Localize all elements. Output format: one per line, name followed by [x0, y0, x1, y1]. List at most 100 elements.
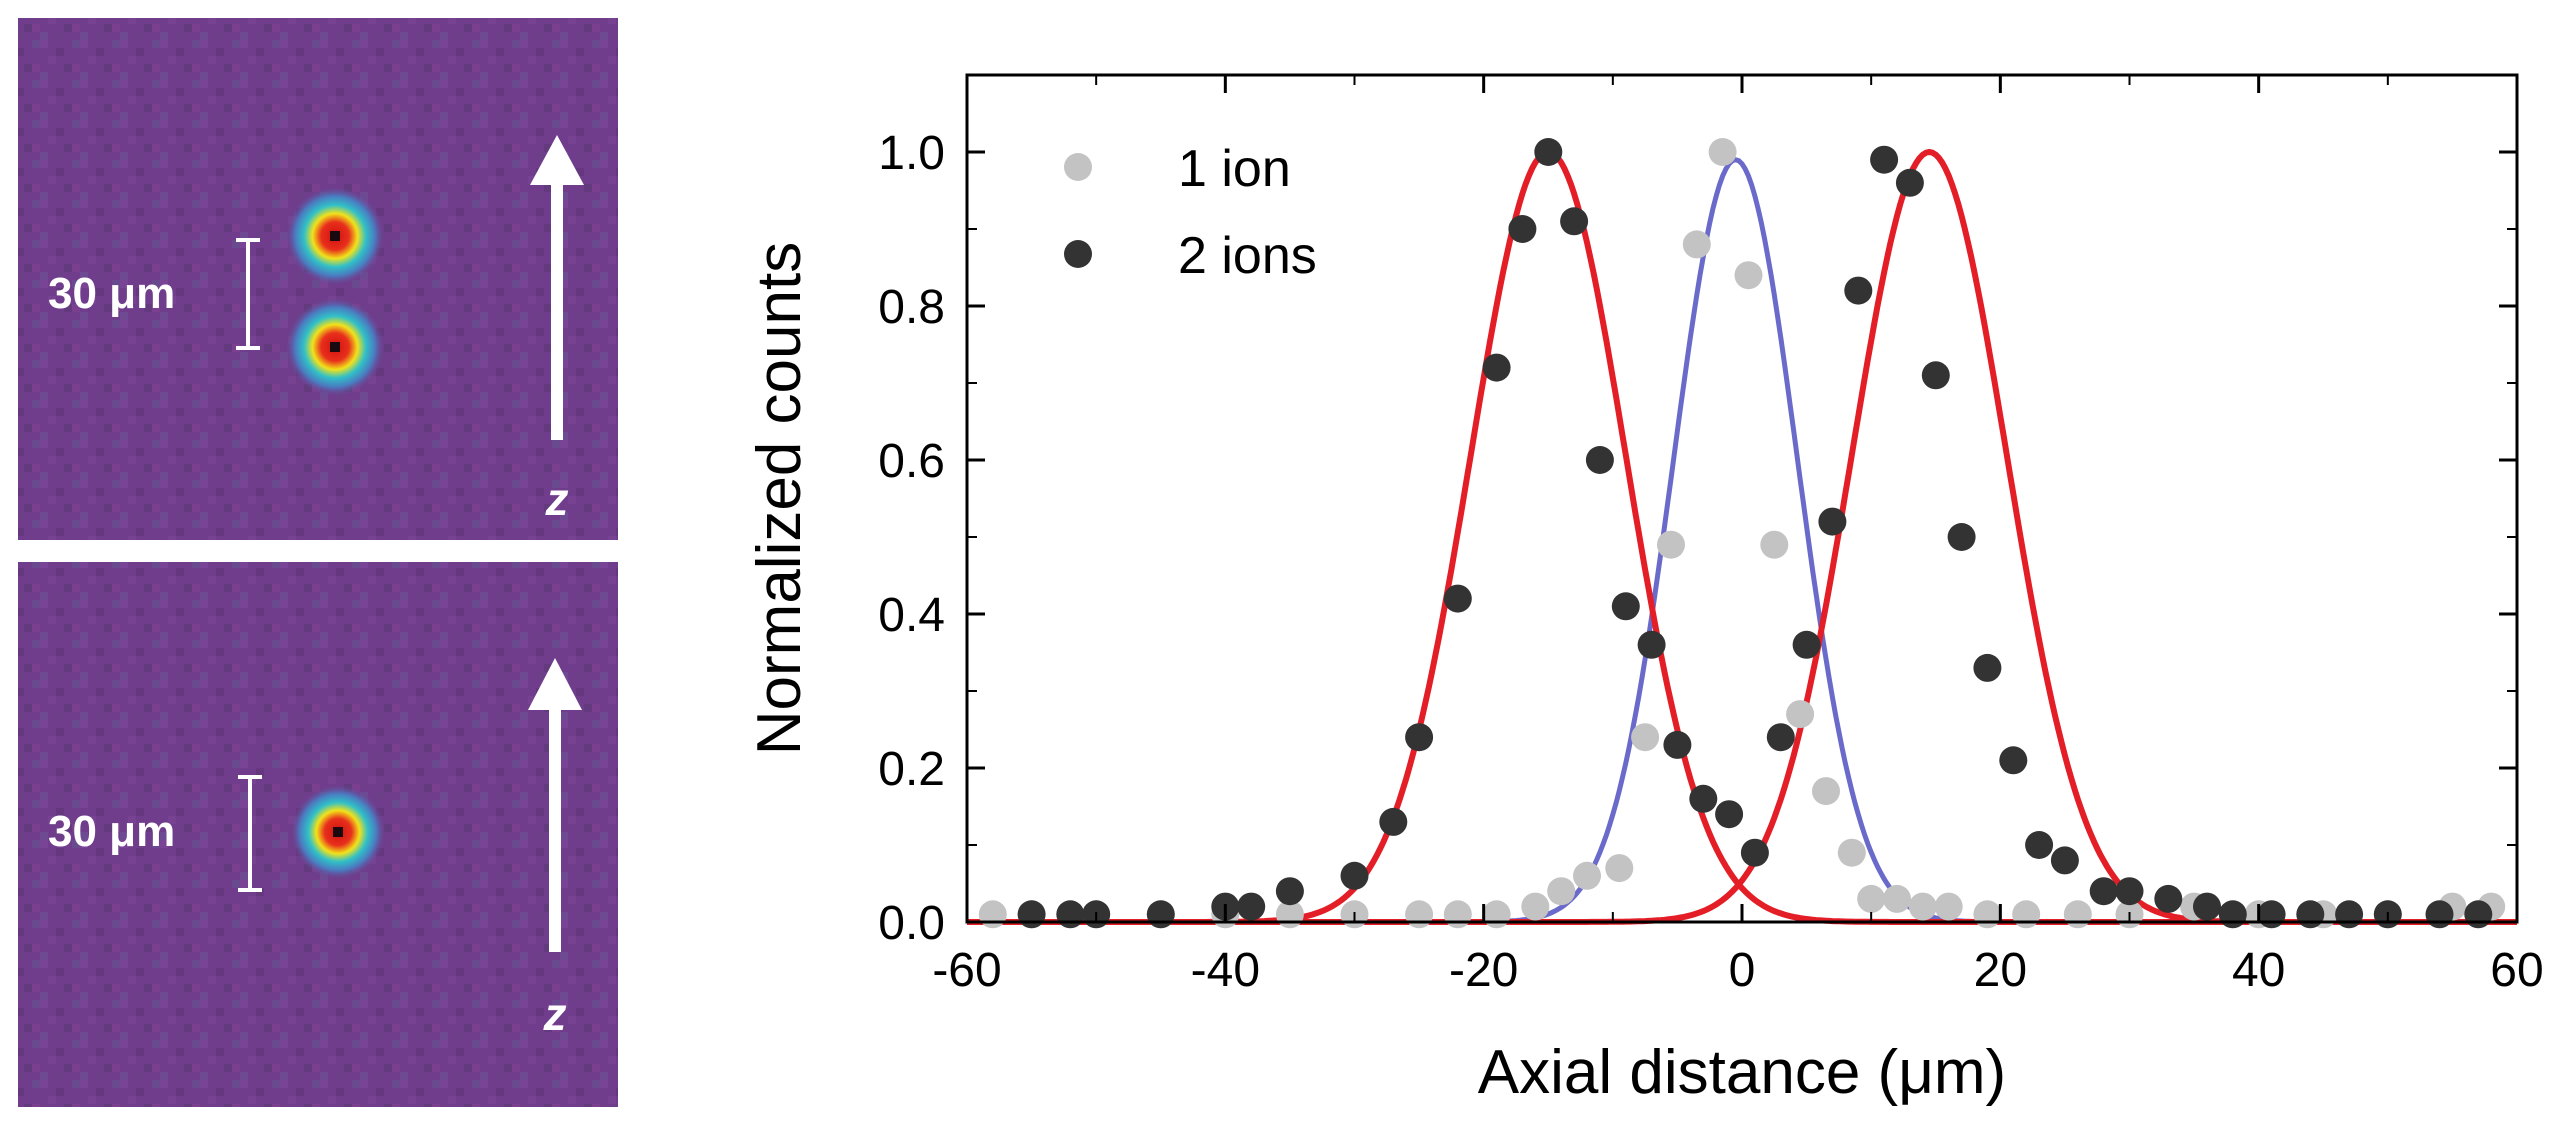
data-point-2-ions [2193, 892, 2221, 921]
y-tick-label: 0.2 [878, 743, 945, 796]
data-point-2-ions [1999, 746, 2028, 775]
z-axis-arrow-icon [530, 135, 584, 440]
chart: -60 -40 -20 0 20 40 60 0.0 0.2 0.4 0.6 0.8 1.0 Axial… [745, 73, 2544, 1107]
data-point-1-ion [1883, 884, 1911, 913]
z-axis-label: z [545, 473, 569, 525]
data-point-1-ion [1443, 900, 1472, 929]
tick-labels: -60 -40 -20 0 20 40 60 0.0 0.2 0.4 0.6 0.8 1.0 [878, 127, 2543, 997]
data-point-1-ion [1734, 261, 1763, 290]
legend-marker-2-ions [1064, 240, 1092, 268]
y-tick-label: 0.4 [878, 589, 945, 642]
data-point-2-ions [1740, 838, 1769, 867]
data-point-2-ions [1637, 630, 1666, 659]
data-point-1-ion [1657, 530, 1685, 559]
data-point-1-ion [1682, 230, 1711, 259]
legend: 1 ion 2 ions [1064, 140, 1317, 285]
x-tick-label: -60 [932, 944, 1001, 997]
data-point-2-ions [1973, 653, 2002, 682]
data-point-1-ion [1631, 723, 1660, 752]
data-point-2-ions [1870, 145, 1899, 174]
data-point-2-ions [2218, 900, 2247, 929]
data-point-2-ions [2115, 877, 2144, 906]
data-point-2-ions [1405, 723, 1434, 752]
y-tick-label: 1.0 [878, 127, 945, 180]
data-point-2-ions [2050, 846, 2079, 875]
ion-image-panel-two-ions: 30 μm z [18, 18, 618, 540]
scale-bar-label: 30 μm [48, 269, 175, 318]
data-point-1-ion [1482, 900, 1511, 929]
x-tick-label: 60 [2490, 944, 2543, 997]
data-point-1-ion [1405, 900, 1434, 929]
data-point-2-ions [1482, 353, 1511, 382]
legend-marker-1-ion [1064, 153, 1092, 181]
data-point-2-ions [1508, 215, 1537, 243]
legend-label-2-ions: 2 ions [1178, 227, 1317, 285]
data-point-1-ion [1521, 892, 1550, 921]
y-axis-label: Normalized counts [745, 242, 814, 755]
data-point-2-ions [1766, 723, 1795, 752]
data-point-2-ions [1534, 138, 1563, 166]
data-point-2-ions [1146, 900, 1175, 929]
data-point-2-ions [1947, 523, 1976, 551]
data-point-2-ions [1844, 276, 1873, 305]
data-point-1-ion [1573, 861, 1601, 890]
data-point-1-ion [1973, 900, 2002, 929]
data-point-2-ions [1560, 207, 1589, 236]
panel-divider [18, 540, 618, 562]
data-point-2-ions [1379, 807, 1408, 836]
data-point-2-ions [1237, 892, 1266, 921]
data-point-1-ion [1708, 138, 1737, 166]
x-tick-label: 20 [1974, 944, 2027, 997]
data-point-2-ions [1443, 584, 1472, 613]
data-point-2-ions [2425, 900, 2454, 929]
z-axis-label: z [543, 988, 567, 1040]
data-point-2-ions [2154, 884, 2183, 913]
data-point-2-ions [2464, 900, 2493, 929]
x-tick-label: -40 [1191, 944, 1260, 997]
data-point-2-ions [1689, 784, 1718, 813]
z-axis-arrow-icon [528, 658, 582, 952]
data-point-2-ions [1792, 630, 1821, 659]
ion-image-panel-one-ion: 30 μm z [18, 562, 618, 1107]
data-point-1-ion [1837, 838, 1866, 867]
data-point-2-ions [1663, 730, 1692, 759]
data-point-1-ion [1605, 854, 1634, 883]
data-point-2-ions [1818, 507, 1847, 536]
y-tick-label: 0.8 [878, 281, 945, 334]
data-point-1-ion [1934, 892, 1963, 921]
scale-bar-label: 30 μm [48, 807, 175, 856]
data-point-1-ion [1908, 892, 1937, 921]
scale-bar [238, 775, 262, 892]
data-point-2-ions [1921, 361, 1950, 390]
data-point-1-ion [1547, 877, 1576, 906]
x-axis-label: Axial distance (μm) [1478, 1038, 2006, 1107]
data-point-1-ion [978, 900, 1007, 929]
data-point-1-ion [1857, 884, 1886, 913]
data-point-2-ions [2025, 831, 2054, 859]
x-tick-label: -20 [1449, 944, 1518, 997]
data-point-2-ions [1895, 168, 1924, 197]
data-point-2-ions [1275, 877, 1304, 906]
y-tick-label: 0.0 [878, 897, 945, 950]
ion-center-pixel [330, 231, 340, 241]
data-point-2-ions [2335, 900, 2364, 929]
data-point-1-ion [2012, 900, 2041, 929]
data-point-2-ions [1611, 592, 1640, 621]
data-point-1-ion [2063, 900, 2092, 929]
x-tick-label: 40 [2232, 944, 2285, 997]
plot-frame [965, 73, 2519, 924]
data-point-2-ions [1340, 861, 1369, 890]
data-point-2-ions [1017, 900, 1046, 929]
ion-center-pixel [333, 827, 343, 837]
scale-bar [236, 238, 260, 350]
data-point-2-ions [1056, 900, 1085, 929]
data-point-1-ion [1812, 777, 1840, 806]
ion-center-pixel [330, 342, 340, 352]
data-point-2-ions [1585, 446, 1614, 474]
data-point-2-ions [2257, 900, 2286, 929]
y-tick-label: 0.6 [878, 435, 945, 488]
axis-ticks [965, 74, 2519, 924]
data-point-2-ions [2296, 900, 2325, 929]
legend-label-1-ion: 1 ion [1178, 140, 1291, 198]
